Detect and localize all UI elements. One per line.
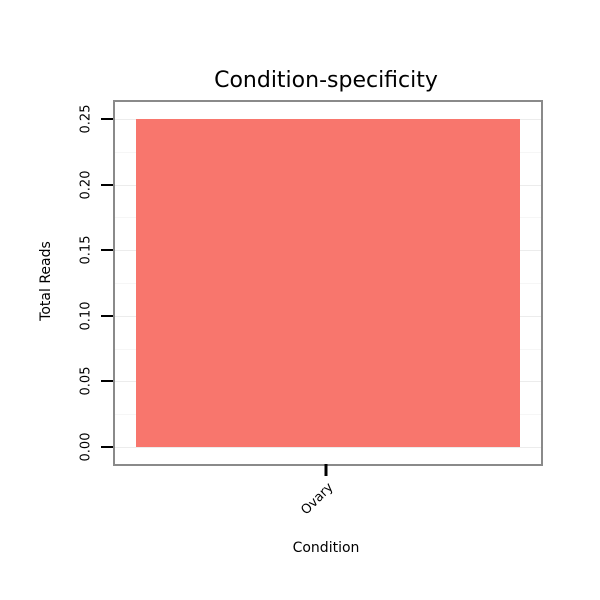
y-tick-label: 0.25 <box>78 104 94 134</box>
y-tick-label: 0.20 <box>78 170 94 200</box>
y-tick-label: 0.00 <box>78 432 94 462</box>
y-tick-label: 0.05 <box>78 366 94 396</box>
y-tick-label: 0.10 <box>78 301 94 331</box>
chart-title: Condition-specificity <box>214 68 438 93</box>
y-tick-mark <box>101 314 113 317</box>
y-tick-mark <box>101 249 113 252</box>
x-axis-label: Condition <box>292 540 360 556</box>
y-tick-mark <box>101 118 113 121</box>
major-gridline <box>115 446 541 448</box>
x-tick-mark <box>324 464 328 476</box>
y-tick-mark <box>101 380 113 383</box>
y-axis-label: Total Reads <box>38 241 54 321</box>
x-tick-label-ovary: Ovary <box>298 480 337 519</box>
y-tick-mark <box>101 183 113 186</box>
y-tick-label: 0.15 <box>78 235 94 265</box>
y-tick-mark <box>101 445 113 448</box>
bar-ovary <box>136 119 520 447</box>
plot-area <box>113 100 543 466</box>
